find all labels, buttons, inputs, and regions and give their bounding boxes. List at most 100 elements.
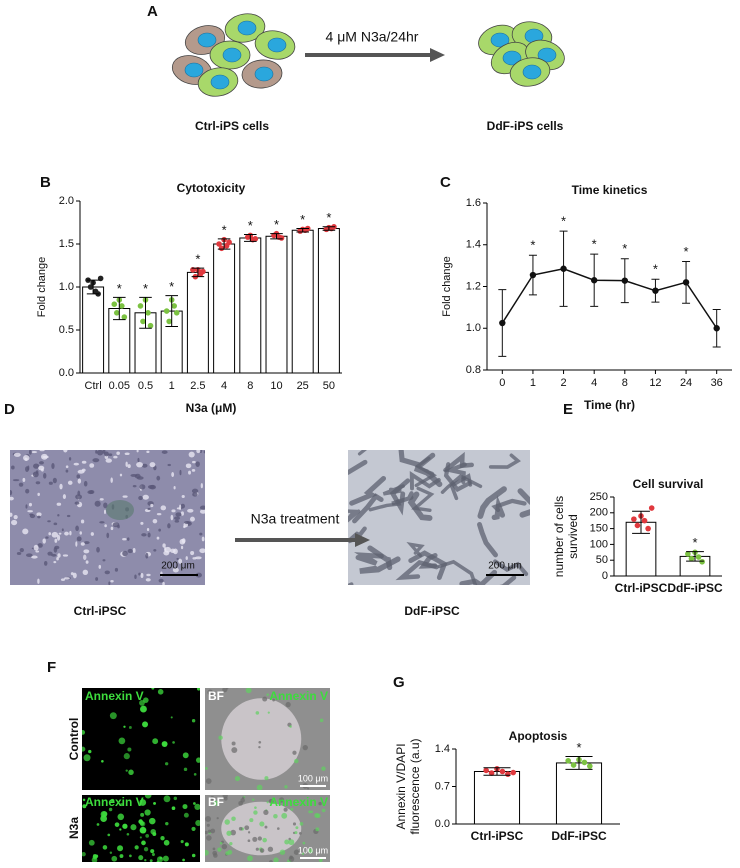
bar <box>473 771 521 825</box>
signal <box>259 848 265 853</box>
cell-network <box>352 493 384 524</box>
signal <box>101 759 104 763</box>
cell-network <box>391 491 414 506</box>
signal <box>162 855 169 862</box>
data-point <box>695 554 702 560</box>
signal <box>252 836 258 842</box>
texture <box>122 495 128 498</box>
x-tick-label: Ctrl <box>85 380 102 392</box>
texture <box>180 545 184 550</box>
signal <box>310 810 314 814</box>
texture <box>57 534 61 541</box>
texture <box>92 458 100 463</box>
y-tick-label: 1.0 <box>59 281 74 293</box>
signal <box>173 796 178 801</box>
texture <box>102 450 106 454</box>
texture <box>35 481 41 485</box>
cell-label: DdF-iPS cells <box>487 119 564 133</box>
significance: * <box>195 252 200 267</box>
signal <box>255 711 260 715</box>
texture <box>83 549 90 554</box>
signal <box>258 745 261 749</box>
signal <box>234 775 241 782</box>
signal <box>284 839 290 845</box>
nucleus <box>197 32 217 48</box>
signal <box>144 809 151 816</box>
cell-network <box>477 486 507 519</box>
signal <box>195 757 200 763</box>
texture <box>31 555 38 559</box>
row-label: N3a <box>67 817 81 839</box>
significance: * <box>326 210 331 225</box>
signal <box>142 721 149 728</box>
texture <box>36 512 42 517</box>
nucleus <box>502 50 522 66</box>
significance: * <box>300 212 305 227</box>
cells-ddf <box>478 21 565 87</box>
error-bar <box>191 267 205 278</box>
chart-title: Time kinetics <box>572 183 648 197</box>
error-bar <box>483 767 511 776</box>
image-label: DdF-iPSC <box>404 604 460 618</box>
texture <box>19 548 24 553</box>
treatment-label: 4 μM N3a/24hr <box>326 29 419 45</box>
texture <box>146 527 150 532</box>
signal <box>134 845 139 850</box>
error-bar <box>565 756 593 770</box>
micrograph <box>348 450 530 585</box>
signal <box>255 847 259 851</box>
texture <box>82 569 89 576</box>
signal <box>231 741 236 746</box>
texture <box>38 465 45 471</box>
texture <box>39 450 45 452</box>
signal <box>151 853 155 857</box>
signal <box>213 800 219 806</box>
data-point <box>634 522 641 529</box>
texture <box>127 548 133 554</box>
row-label: Control <box>67 718 81 761</box>
y-tick-label: 0.5 <box>59 324 74 336</box>
data-point <box>587 763 593 769</box>
texture <box>79 531 82 535</box>
cell-network <box>491 495 506 521</box>
y-tick-label: 150 <box>590 523 608 535</box>
y-axis-label: Annexin V/DAPI <box>394 743 408 829</box>
signal <box>247 839 251 843</box>
texture <box>188 470 191 475</box>
signal <box>283 807 288 812</box>
signal <box>139 705 147 713</box>
texture <box>90 532 94 536</box>
texture <box>102 559 106 562</box>
signal <box>117 845 124 852</box>
bar <box>82 286 105 374</box>
texture <box>60 578 66 582</box>
texture <box>47 520 51 523</box>
texture <box>179 469 182 476</box>
texture <box>39 461 44 465</box>
signal <box>149 817 156 825</box>
texture <box>98 564 102 569</box>
error-bar <box>217 238 231 250</box>
texture <box>37 543 43 548</box>
signal <box>293 849 300 855</box>
error-bar <box>322 226 336 231</box>
texture <box>140 521 144 525</box>
cell-network <box>499 575 517 585</box>
signal <box>184 842 189 847</box>
texture <box>132 485 137 488</box>
signal <box>183 812 189 818</box>
texture <box>75 541 78 547</box>
texture <box>69 530 72 536</box>
cell-network <box>413 465 443 488</box>
signal <box>210 828 216 834</box>
data-point <box>216 241 222 247</box>
texture <box>156 475 161 481</box>
signal <box>262 837 267 843</box>
data-point <box>529 271 537 279</box>
signal <box>314 812 320 818</box>
bar <box>265 235 288 374</box>
texture <box>74 501 80 505</box>
signal <box>318 801 322 806</box>
texture <box>195 461 200 467</box>
signal <box>193 772 197 776</box>
